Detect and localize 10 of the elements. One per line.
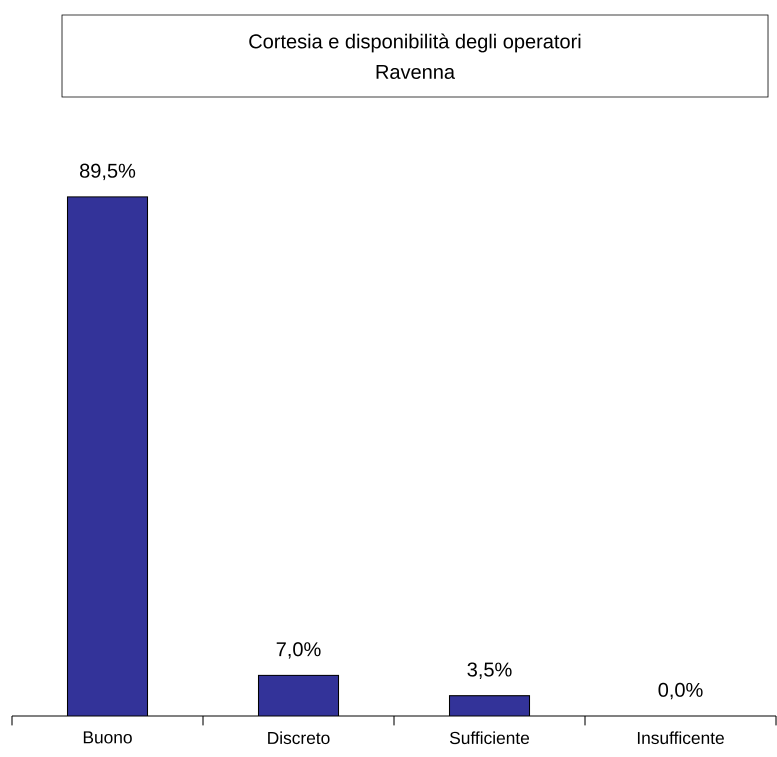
data-label: 0,0% [658,682,703,700]
data-label: 3,5% [467,662,512,679]
x-tick-label: Sufficiente [450,731,530,744]
x-tick-label: Discreto [268,731,330,744]
x-tick-label: Insufficente [638,731,724,744]
x-tick-label: Buono [84,731,132,744]
data-label: 89,5% [80,164,136,180]
chart-subtitle: Ravenna [376,65,456,79]
chart-title: Cortesia e disponibilità degli operatori [249,34,580,52]
data-label: 7,0% [276,642,321,659]
